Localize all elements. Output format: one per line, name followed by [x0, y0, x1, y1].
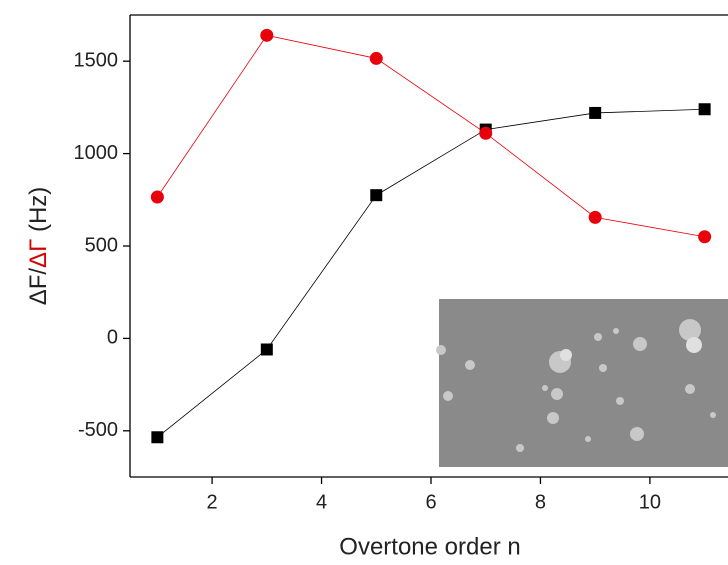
y-label-part: ΔΓ	[25, 239, 52, 268]
inset-image	[436, 297, 728, 469]
x-tick-label: 10	[639, 491, 661, 513]
square-marker	[370, 189, 383, 202]
x-tick-label: 4	[316, 491, 327, 513]
square-marker	[589, 106, 602, 119]
x-tick-label: 2	[207, 491, 218, 513]
circle-marker	[150, 190, 164, 204]
y-tick-label: 1000	[74, 142, 119, 164]
circle-marker	[369, 51, 383, 65]
y-tick-label: -500	[78, 419, 118, 441]
y-tick-label: 500	[85, 234, 118, 256]
x-axis-label: Overtone order n	[339, 533, 520, 560]
y-tick-label: 1500	[74, 49, 119, 71]
y-label-part: (Hz)	[25, 187, 52, 239]
x-tick-label: 8	[535, 491, 546, 513]
x-tick-label: 6	[425, 491, 436, 513]
circle-marker	[260, 28, 274, 42]
circle-marker	[479, 126, 493, 140]
circle-marker	[698, 230, 712, 244]
y-label-part: ΔF/	[25, 268, 52, 306]
square-marker	[151, 431, 164, 444]
series-line	[157, 108, 705, 438]
y-axis-label: ΔF/ΔΓ (Hz)	[25, 187, 52, 306]
square-marker	[698, 103, 711, 116]
circle-marker	[588, 210, 602, 224]
square-marker	[260, 343, 273, 356]
y-tick-label: 0	[107, 327, 118, 349]
series-line	[157, 34, 705, 238]
